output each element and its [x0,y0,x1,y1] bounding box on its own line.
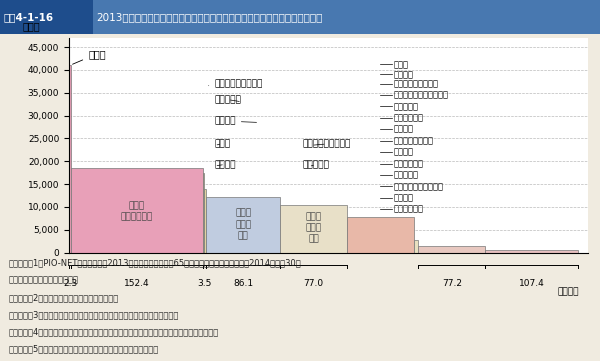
Text: レンタル・リース・貸借: レンタル・リース・貸借 [394,91,448,100]
Bar [347,217,413,253]
Text: 4．平均既支払額は無回答（未入力）を０と仮定して、消費者庁で算出している。: 4．平均既支払額は無回答（未入力）を０と仮定して、消費者庁で算出している。 [9,327,219,336]
Text: 図表4-1-16: 図表4-1-16 [3,12,53,22]
Bar [71,168,203,253]
Text: 152.4: 152.4 [124,279,150,288]
Text: 保健衛生品: 保健衛生品 [302,160,329,169]
Text: までの登録分）。: までの登録分）。 [9,276,79,285]
Bar [204,189,206,253]
Text: 86.1: 86.1 [233,279,253,288]
Text: 運輸・通信サービス: 運輸・通信サービス [209,79,263,88]
Text: 商品一般: 商品一般 [214,117,257,126]
Text: 工事・
建築・
加工: 工事・ 建築・ 加工 [235,209,251,240]
Text: 修理・補修: 修理・補修 [394,102,418,111]
Text: （万円）: （万円） [558,287,580,296]
Text: クリーニング: クリーニング [394,159,424,168]
Text: 食料品: 食料品 [73,49,106,64]
Bar [69,65,71,253]
Text: 教育サービス: 教育サービス [394,205,424,214]
Text: 他の役務: 他の役務 [214,160,236,169]
Text: 光熱水品: 光熱水品 [394,125,413,134]
Text: 教養・給食サービス: 教養・給食サービス [394,79,439,88]
Bar [0,0,93,34]
Bar [93,0,600,34]
Text: 他の商品: 他の商品 [394,148,413,157]
Bar [203,173,204,253]
Bar [418,246,485,253]
Text: 3．横軸の商品別分類の幅の長さは平均既支払額を示している。: 3．横軸の商品別分類の幅の長さは平均既支払額を示している。 [9,310,179,319]
Text: 車両・乗り物: 車両・乗り物 [394,113,424,122]
Text: （備考）　1．PIO-NETに登録された2013年度の契約当事者が65歳以上の消費生活相談情報（2014年４月30日: （備考） 1．PIO-NETに登録された2013年度の契約当事者が65歳以上の消… [9,258,302,268]
Text: 教養娯楽品: 教養娯楽品 [214,95,241,104]
Text: 土地・
建物・
設備: 土地・ 建物・ 設備 [305,212,322,243]
Text: 他の相談: 他の相談 [394,70,413,79]
Bar [280,205,347,253]
Text: 3.5: 3.5 [197,279,212,288]
Text: 他の行政サービス: 他の行政サービス [394,136,433,145]
Bar [485,251,578,253]
Text: 住居品: 住居品 [214,139,230,148]
Text: 保健・福祉サービス: 保健・福祉サービス [302,139,351,148]
Text: （件）: （件） [22,21,40,31]
Bar [413,240,418,253]
Text: 2.3: 2.3 [63,279,77,288]
Text: 内職・副業・ねずみ講: 内職・副業・ねずみ講 [394,182,443,191]
Text: 77.2: 77.2 [442,279,462,288]
Text: 金融・
保険サービス: 金融・ 保険サービス [121,201,153,222]
Text: 役務一般: 役務一般 [394,193,413,203]
Text: 5．各商品分類項目は相談件数の多い順に並んでいる。: 5．各商品分類項目は相談件数の多い順に並んでいる。 [9,345,159,354]
Text: 77.0: 77.0 [304,279,323,288]
Text: 管理・保管: 管理・保管 [394,170,418,179]
Text: 107.4: 107.4 [519,279,545,288]
Bar [206,197,280,253]
Text: 2013年度の高齢者の商品別消費生活相談件数は、「食料品」が最も多い結果: 2013年度の高齢者の商品別消費生活相談件数は、「食料品」が最も多い結果 [96,12,322,22]
Text: 被服品: 被服品 [394,60,409,69]
Text: 2．縦軸は、商品別分類の相談件数。: 2．縦軸は、商品別分類の相談件数。 [9,293,119,302]
